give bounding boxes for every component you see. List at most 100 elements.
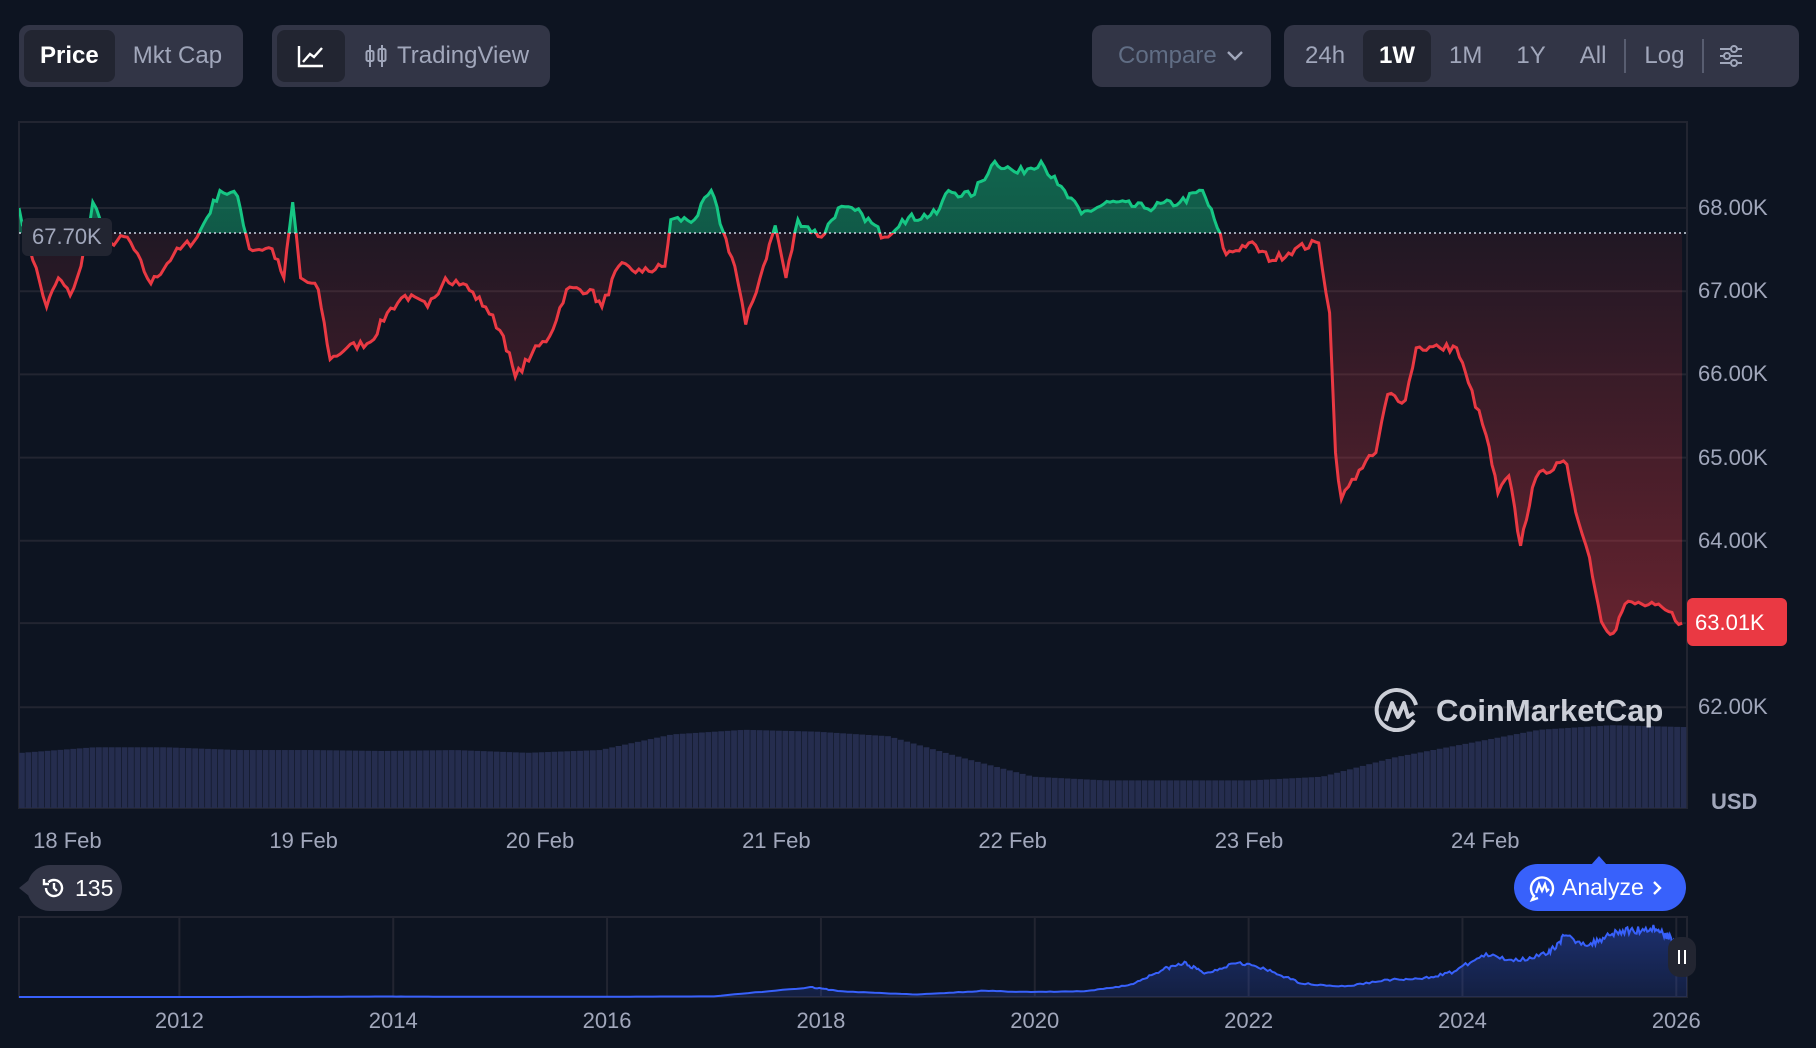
volume-bar [166,747,173,808]
volume-bar [1263,779,1270,808]
volume-bar [294,750,301,808]
volume-bar [936,751,943,808]
volume-bar [692,732,699,808]
volume-bar [1520,732,1527,808]
volume-bar [1006,770,1013,808]
volume-bar [448,750,455,808]
volume-bar [634,741,641,808]
volume-bar [1353,767,1360,808]
volume-bar [801,731,808,808]
volume-bar [827,732,834,808]
volume-bar [31,751,38,808]
volume-bar [1270,779,1276,808]
volume-bar [763,730,769,808]
range-24h[interactable]: 24h [1305,42,1346,69]
volume-bar [1071,778,1077,808]
volume-bar [1000,768,1007,808]
range-1m[interactable]: 1M [1449,42,1483,69]
price-line-up [19,158,1222,233]
volume-bar [1032,776,1039,808]
volume-bar [378,750,385,808]
price-area-down [26,232,1683,635]
metric-toggle: Price Mkt Cap [19,25,244,87]
log-toggle[interactable]: Log [1644,42,1685,69]
settings-button[interactable] [1706,30,1756,82]
volume-bar [1321,776,1328,808]
range-all[interactable]: All [1579,42,1607,69]
volume-bar [1526,731,1533,808]
volume-bar [134,747,141,808]
volume-bar [1359,765,1366,808]
volume-bar [1282,778,1289,808]
chevron-down-icon [1226,51,1243,61]
volume-bar [352,750,359,808]
volume-bar [654,737,660,808]
volume-bar [968,760,975,808]
navigator-handle[interactable] [1668,937,1696,977]
watermark-text: CoinMarketCap [1436,693,1664,728]
volume-bar [622,744,628,808]
volume-bar [731,730,737,808]
volume-bar [1013,772,1020,808]
volume-bar [1462,743,1469,808]
volume-bar [545,752,551,808]
volume-bar [929,749,936,808]
navigator-area [19,925,1687,997]
tradingview-label: TradingView [397,42,530,69]
volume-bar [468,750,474,808]
volume-bar [782,730,789,808]
history-icon [42,878,64,898]
volume-bar [878,735,885,808]
volume-bar [1295,777,1302,808]
volume-bar [1096,780,1103,808]
analyze-button[interactable]: Analyze [1514,864,1686,911]
x-tick-label: 23 Feb [1214,828,1284,853]
volume-bar [602,748,609,808]
volume-bar [686,733,693,808]
volume-bar [1417,752,1424,808]
price-area-up [19,161,1220,233]
volume-bar [1404,754,1411,808]
volume-bar [1103,780,1110,808]
volume-bar [1539,729,1546,808]
volume-bar [846,733,853,808]
tab-mkt-cap[interactable]: Mkt Cap [132,42,223,69]
tab-price[interactable]: Price [24,30,115,82]
range-1w[interactable]: 1W [1363,30,1432,82]
volume-bar [436,750,442,808]
range-1y[interactable]: 1Y [1516,42,1546,69]
volume-bar [1366,764,1373,808]
volume-bar [1597,725,1603,808]
compare-button[interactable]: Compare [1102,30,1261,82]
volume-bar [1039,777,1045,808]
compare-dropdown[interactable]: Compare [1092,25,1271,87]
volume-bar [666,734,673,808]
history-badge[interactable]: 135 [27,865,122,911]
volume-bar [230,749,237,808]
volume-bar [326,750,333,808]
volume-bar [840,733,846,808]
tradingview-button[interactable]: TradingView [347,30,545,82]
volume-bar [480,751,487,808]
volume-bar [397,750,404,808]
volume-bar [1565,727,1571,808]
volume-bar [1327,774,1334,808]
x-tick-label: 24 Feb [1451,828,1520,853]
volume-bar [1167,780,1174,808]
volume-bar [1648,726,1655,808]
volume-bar [833,732,840,808]
volume-bar [461,750,468,808]
volume-bar [808,731,814,808]
volume-bar [25,752,32,808]
volume-bar [1475,741,1482,808]
chevron-right-icon [1652,880,1662,895]
volume-bar [1513,734,1520,808]
volume-bar [1667,726,1674,808]
volume-bar [1244,780,1251,808]
volume-bar [147,747,154,808]
volume-bar [1629,725,1636,808]
x-tick-label: 22 Feb [978,828,1047,853]
line-chart-button[interactable] [277,30,345,82]
navigator-year-label: 2020 [1010,1008,1060,1033]
volume-bar [910,743,917,808]
